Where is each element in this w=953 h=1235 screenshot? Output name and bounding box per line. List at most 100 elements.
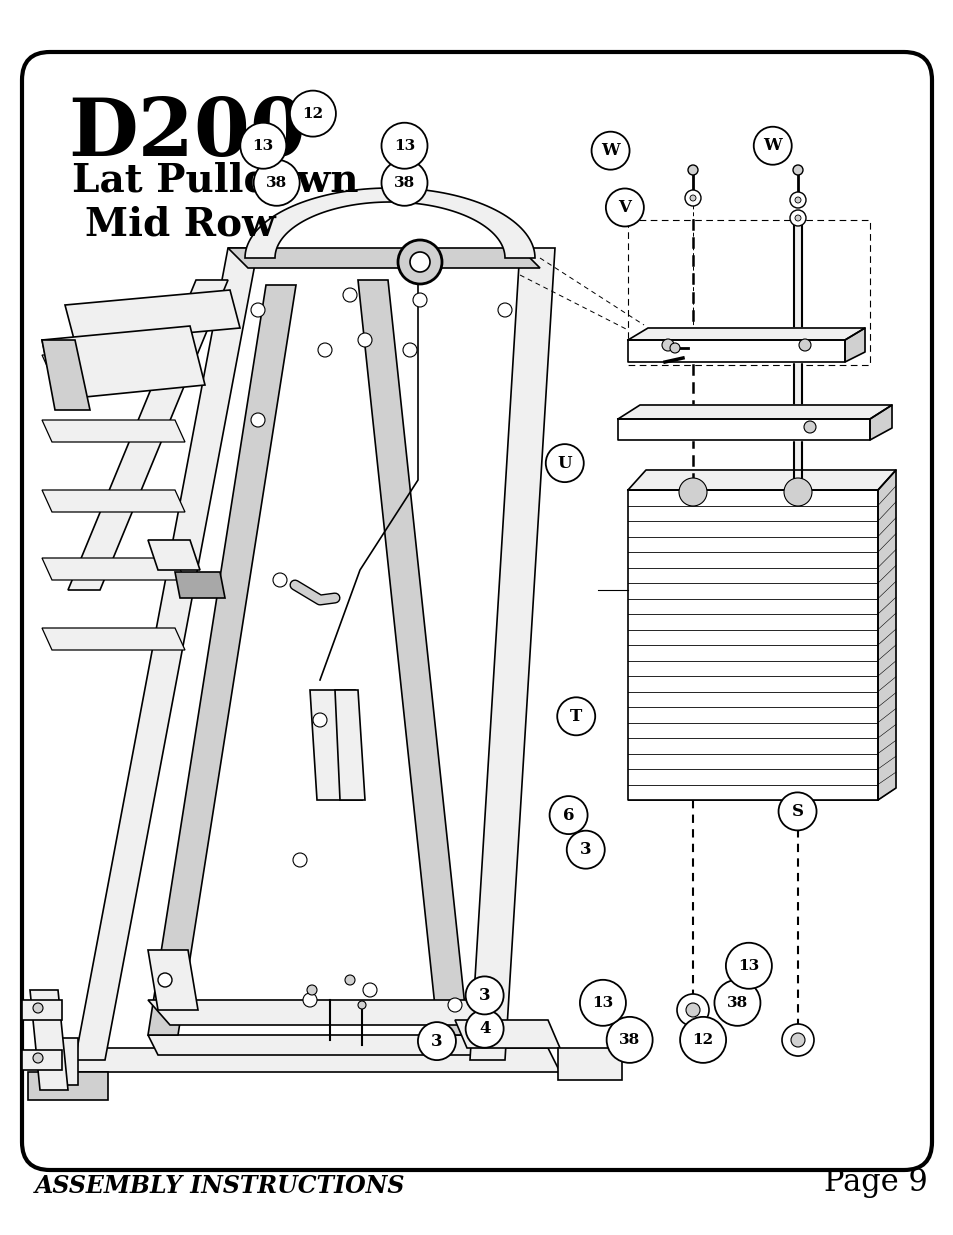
Circle shape bbox=[790, 1032, 804, 1047]
Circle shape bbox=[689, 195, 696, 201]
Polygon shape bbox=[627, 490, 877, 800]
Circle shape bbox=[313, 713, 327, 727]
Circle shape bbox=[794, 198, 801, 203]
Circle shape bbox=[251, 303, 265, 317]
Polygon shape bbox=[22, 1050, 62, 1070]
Text: 13: 13 bbox=[592, 995, 613, 1010]
Circle shape bbox=[303, 993, 316, 1007]
Polygon shape bbox=[42, 354, 185, 377]
Circle shape bbox=[545, 445, 583, 482]
Polygon shape bbox=[42, 326, 205, 400]
Circle shape bbox=[579, 979, 625, 1026]
Polygon shape bbox=[42, 420, 185, 442]
Circle shape bbox=[363, 983, 376, 997]
Circle shape bbox=[317, 343, 332, 357]
Polygon shape bbox=[470, 248, 555, 1060]
Circle shape bbox=[549, 797, 587, 834]
Circle shape bbox=[273, 573, 287, 587]
Polygon shape bbox=[627, 471, 895, 490]
Circle shape bbox=[253, 159, 299, 206]
Circle shape bbox=[677, 994, 708, 1026]
Text: 13: 13 bbox=[253, 138, 274, 153]
Circle shape bbox=[669, 343, 679, 353]
Circle shape bbox=[357, 333, 372, 347]
Text: W: W bbox=[762, 137, 781, 154]
Polygon shape bbox=[844, 329, 864, 362]
Polygon shape bbox=[22, 1000, 62, 1020]
Text: 3: 3 bbox=[478, 987, 490, 1004]
Circle shape bbox=[679, 478, 706, 506]
Polygon shape bbox=[148, 285, 295, 1035]
Polygon shape bbox=[558, 1049, 621, 1079]
Polygon shape bbox=[148, 540, 200, 571]
Circle shape bbox=[783, 478, 811, 506]
Text: V: V bbox=[618, 199, 631, 216]
Polygon shape bbox=[65, 290, 240, 343]
Text: 13: 13 bbox=[738, 958, 759, 973]
Circle shape bbox=[778, 793, 816, 830]
Polygon shape bbox=[48, 1049, 559, 1072]
Polygon shape bbox=[174, 572, 225, 598]
Text: T: T bbox=[570, 708, 581, 725]
Text: 6: 6 bbox=[562, 806, 574, 824]
Text: Lat Pulldown: Lat Pulldown bbox=[71, 162, 358, 200]
Text: 38: 38 bbox=[726, 995, 747, 1010]
Polygon shape bbox=[42, 629, 185, 650]
Polygon shape bbox=[42, 558, 185, 580]
Polygon shape bbox=[68, 280, 228, 590]
FancyBboxPatch shape bbox=[22, 52, 931, 1170]
Text: S: S bbox=[791, 803, 802, 820]
Circle shape bbox=[290, 90, 335, 137]
Circle shape bbox=[33, 1053, 43, 1063]
Polygon shape bbox=[869, 405, 891, 440]
Polygon shape bbox=[148, 1000, 490, 1025]
Text: ASSEMBLY INSTRUCTIONS: ASSEMBLY INSTRUCTIONS bbox=[35, 1174, 405, 1198]
Text: 38: 38 bbox=[394, 175, 415, 190]
Text: Page 9: Page 9 bbox=[823, 1167, 927, 1198]
Circle shape bbox=[345, 974, 355, 986]
Polygon shape bbox=[455, 1020, 559, 1049]
Circle shape bbox=[251, 412, 265, 427]
Circle shape bbox=[417, 1023, 456, 1060]
Circle shape bbox=[381, 122, 427, 169]
Text: 12: 12 bbox=[692, 1032, 713, 1047]
Circle shape bbox=[158, 973, 172, 987]
Circle shape bbox=[687, 165, 698, 175]
Polygon shape bbox=[618, 405, 891, 419]
Polygon shape bbox=[40, 1037, 78, 1086]
Polygon shape bbox=[42, 490, 185, 513]
Polygon shape bbox=[42, 340, 90, 410]
Polygon shape bbox=[75, 248, 257, 1060]
Text: 38: 38 bbox=[618, 1032, 639, 1047]
Polygon shape bbox=[627, 329, 864, 340]
Circle shape bbox=[684, 190, 700, 206]
Circle shape bbox=[566, 831, 604, 868]
Circle shape bbox=[343, 288, 356, 303]
Circle shape bbox=[714, 979, 760, 1026]
Circle shape bbox=[397, 240, 441, 284]
Text: 4: 4 bbox=[478, 1020, 490, 1037]
Circle shape bbox=[410, 252, 430, 272]
Text: 13: 13 bbox=[394, 138, 415, 153]
Circle shape bbox=[591, 132, 629, 169]
Text: U: U bbox=[557, 454, 572, 472]
Circle shape bbox=[789, 210, 805, 226]
Polygon shape bbox=[335, 690, 365, 800]
Polygon shape bbox=[245, 188, 535, 258]
Circle shape bbox=[497, 303, 512, 317]
Polygon shape bbox=[30, 990, 68, 1091]
Circle shape bbox=[293, 853, 307, 867]
Text: Mid Row: Mid Row bbox=[85, 205, 275, 243]
Text: W: W bbox=[600, 142, 619, 159]
Polygon shape bbox=[877, 471, 895, 800]
Polygon shape bbox=[357, 280, 468, 1035]
Circle shape bbox=[605, 189, 643, 226]
Polygon shape bbox=[618, 419, 869, 440]
Circle shape bbox=[753, 127, 791, 164]
Circle shape bbox=[465, 977, 503, 1014]
Circle shape bbox=[402, 343, 416, 357]
Polygon shape bbox=[28, 1072, 108, 1100]
Circle shape bbox=[557, 698, 595, 735]
Polygon shape bbox=[627, 340, 844, 362]
Circle shape bbox=[661, 338, 673, 351]
